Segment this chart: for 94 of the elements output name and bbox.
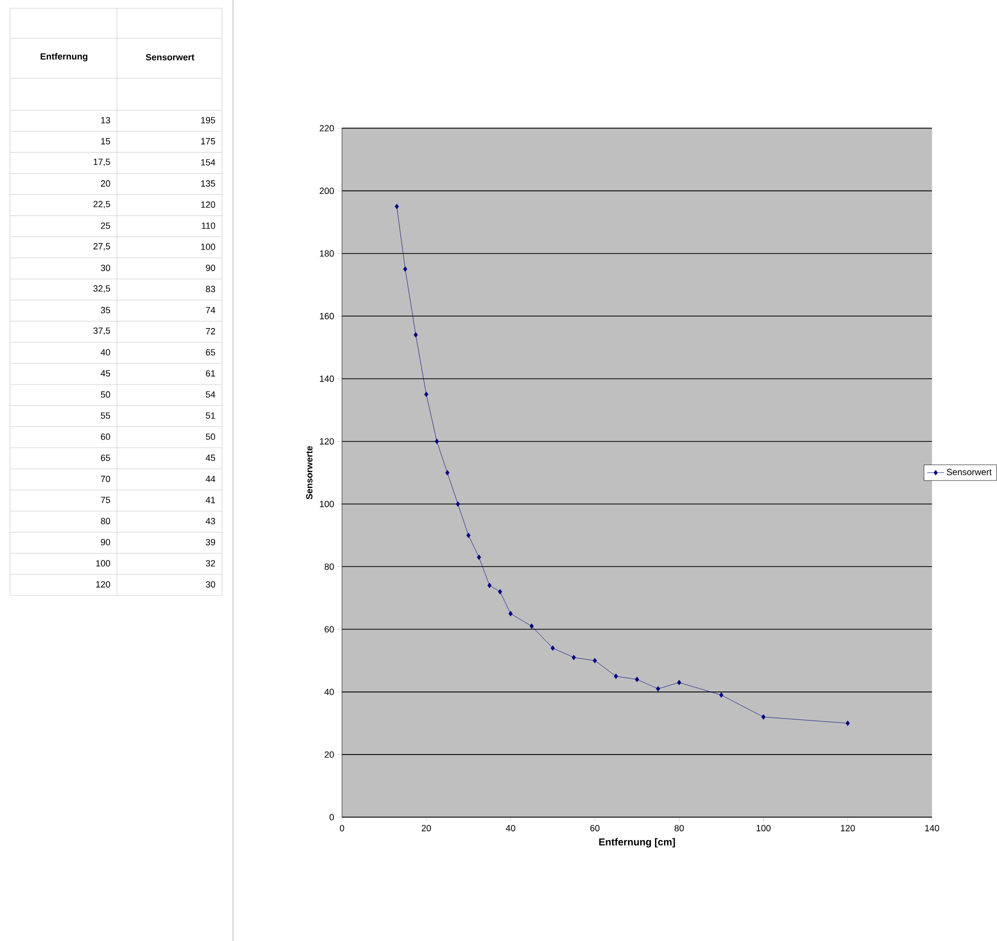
point [572,654,576,660]
y-tick-label: 20 [324,751,334,758]
text: 50 [206,433,216,440]
y-tick-label: 220 [320,124,334,132]
text: 27,5 [93,242,110,250]
text: 45 [206,454,216,461]
y-tick-label: 0 [330,814,334,820]
text: 110 [202,222,216,229]
text: 75 [100,496,110,503]
text: 135 [201,180,216,186]
y-tick-label: 160 [320,312,334,320]
point [466,532,470,538]
text: 51 [206,412,216,419]
text: 80 [100,518,110,524]
text: 70 [100,476,110,482]
text: 120 [96,581,110,588]
y-tick-label: 60 [324,626,334,632]
text: 195 [201,116,216,124]
text: 90 [100,538,110,546]
x-tick-label: 100 [756,824,771,832]
point [761,714,766,720]
y-tick-label: 140 [320,375,334,382]
text: 72 [206,328,216,334]
text: 54 [206,391,216,398]
text: 65 [206,348,216,356]
text: 22,5 [93,200,110,208]
text: 32,5 [93,285,110,292]
text: 175 [201,138,216,144]
point [434,438,439,444]
x-axis-title: Entfernung [cm] [599,838,675,848]
text: 83 [206,286,216,292]
text: 45 [100,370,110,376]
y-axis-title: Sensorwerte [306,446,312,500]
legend-label: Sensorwert [946,468,992,475]
text: 55 [100,412,110,419]
text: 120 [201,201,216,208]
y-tick-label: 120 [320,438,334,444]
text: 154 [201,159,216,166]
x-tick-label: 40 [506,824,516,832]
text: Entfernung [40,52,88,62]
x-tick-label: 120 [840,824,855,832]
point [476,554,482,560]
point [424,392,428,397]
y-tick-label: 100 [320,500,334,508]
text: 30 [100,264,110,271]
point [403,266,408,272]
text: 41 [206,496,216,503]
point [508,610,513,616]
text: 90 [206,264,216,271]
point [634,676,640,682]
x-tick-label: 0 [340,824,344,832]
point [530,623,534,629]
text: 25 [100,222,110,229]
y-tick-label: 180 [320,250,334,256]
point [414,332,418,338]
x-tick-label: 60 [590,824,600,832]
point [498,588,502,594]
point [445,470,450,476]
text: Sensorwert [146,54,194,60]
text: 100 [96,560,110,566]
y-tick-label: 200 [320,187,334,194]
text: 37,5 [93,327,110,335]
text: 13 [101,116,110,124]
x-tick-label: 20 [422,824,431,832]
text: 17,5 [94,158,110,166]
point [677,680,682,686]
text: 15 [101,138,110,144]
text: 65 [100,454,110,461]
text: 61 [206,370,216,376]
text: 39 [206,538,216,546]
text: 20 [100,180,110,186]
y-tick-label: 80 [324,563,334,570]
text: 74 [206,306,216,313]
point [394,204,399,209]
text: 50 [100,391,110,398]
point [550,645,555,651]
text: 35 [100,306,110,314]
point [656,686,660,692]
text: 40 [100,348,110,356]
point [592,658,597,664]
point [487,582,492,588]
text: 43 [206,518,216,524]
text: 44 [206,476,216,482]
point [846,720,850,726]
x-tick-label: 140 [925,824,940,832]
point [614,673,618,679]
x-tick-label: 80 [674,824,684,832]
text: 100 [201,243,216,250]
text: 60 [100,433,110,440]
point [719,692,724,698]
text: 32 [206,560,216,566]
point [456,501,460,507]
y-tick-label: 40 [324,688,334,695]
text: 30 [206,581,216,588]
